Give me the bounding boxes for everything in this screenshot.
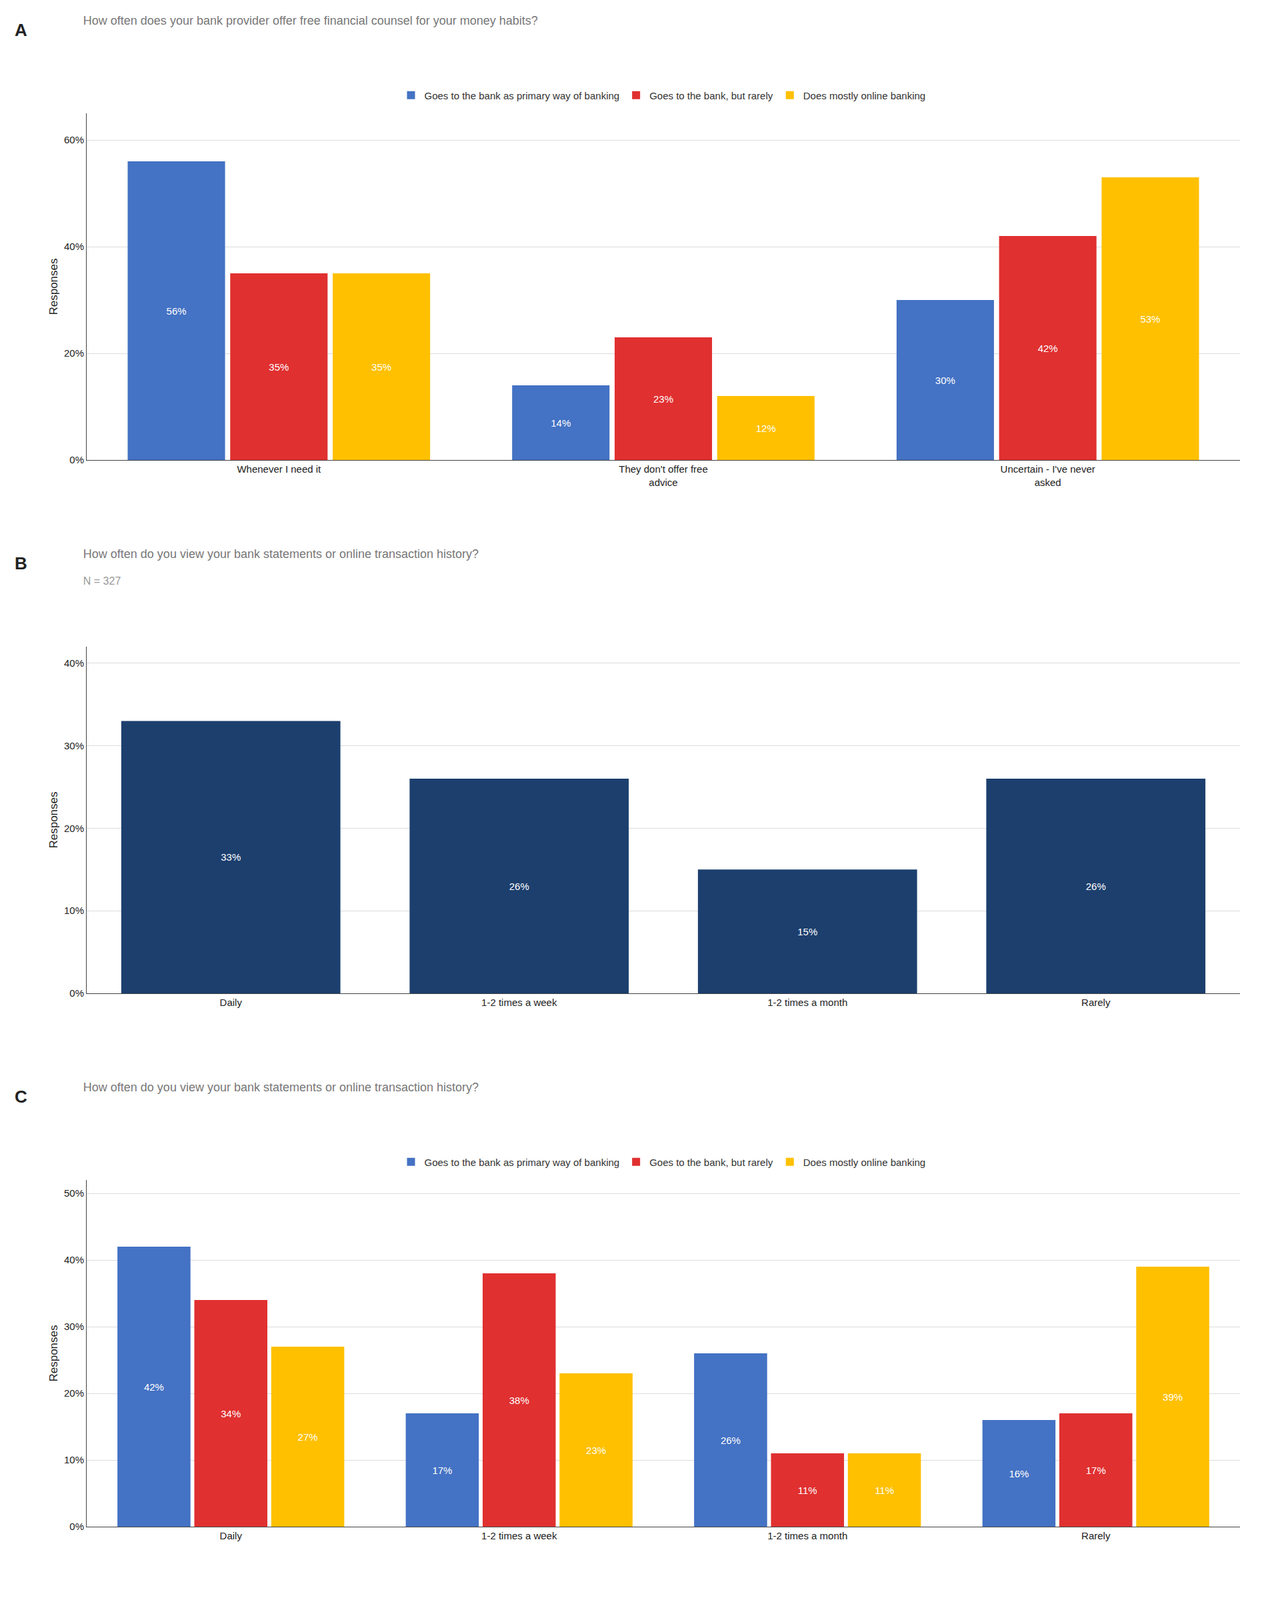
svg-text:23%: 23% [653,393,674,405]
svg-text:40%: 40% [64,1254,84,1266]
svg-text:1-2 times a month: 1-2 times a month [767,996,848,1008]
svg-text:1-2 times a week: 1-2 times a week [481,996,558,1008]
svg-text:10%: 10% [64,904,84,916]
svg-text:How often do you view your ban: How often do you view your bank statemen… [83,1080,479,1094]
svg-text:Rarely: Rarely [1081,996,1111,1008]
svg-text:0%: 0% [69,987,84,999]
svg-text:33%: 33% [220,851,241,863]
svg-text:How often do you view your ban: How often do you view your bank statemen… [83,547,479,561]
svg-text:How often does your bank provi: How often does your bank provider offer … [83,14,538,28]
svg-text:20%: 20% [64,347,84,359]
svg-text:Whenever I need it: Whenever I need it [236,463,322,475]
svg-text:35%: 35% [371,361,392,373]
svg-text:60%: 60% [64,134,84,146]
svg-text:Uncertain - I've neverasked: Uncertain - I've neverasked [1000,463,1096,488]
svg-text:10%: 10% [64,1454,84,1466]
svg-text:40%: 40% [64,657,84,669]
svg-text:27%: 27% [298,1431,318,1443]
svg-text:50%: 50% [64,1187,84,1199]
svg-text:26%: 26% [509,880,530,892]
svg-text:Rarely: Rarely [1081,1530,1111,1542]
svg-text:A: A [14,20,28,40]
svg-text:12%: 12% [756,422,776,434]
svg-text:11%: 11% [798,1484,818,1496]
svg-text:1-2 times a week: 1-2 times a week [481,1530,558,1542]
svg-text:0%: 0% [69,454,84,466]
svg-text:C: C [14,1086,28,1107]
svg-text:14%: 14% [550,417,571,429]
svg-text:30%: 30% [64,740,84,752]
svg-text:B: B [14,553,28,574]
svg-text:39%: 39% [1162,1391,1183,1403]
svg-text:15%: 15% [797,926,818,938]
svg-text:They don't offer freeadvice: They don't offer freeadvice [618,463,708,488]
svg-text:17%: 17% [1086,1464,1106,1476]
svg-text:38%: 38% [509,1394,530,1406]
svg-text:35%: 35% [268,361,289,373]
svg-text:Goes to the bank as primary wa: Goes to the bank as primary way of banki… [424,1156,620,1168]
svg-text:42%: 42% [144,1381,164,1393]
svg-text:Goes to the bank, but rarely: Goes to the bank, but rarely [649,1156,774,1168]
svg-text:Does mostly online banking: Does mostly online banking [803,1156,926,1168]
svg-text:11%: 11% [874,1484,894,1496]
svg-text:53%: 53% [1140,313,1160,325]
svg-text:16%: 16% [1008,1468,1029,1480]
svg-text:17%: 17% [432,1464,452,1476]
svg-text:Responses: Responses [47,258,60,315]
svg-text:1-2 times a month: 1-2 times a month [767,1530,848,1542]
svg-text:26%: 26% [720,1434,741,1446]
svg-text:Responses: Responses [47,1324,60,1382]
svg-text:23%: 23% [586,1444,606,1456]
svg-text:40%: 40% [64,240,84,252]
svg-text:Responses: Responses [47,791,60,848]
svg-text:Goes to the bank, but rarely: Goes to the bank, but rarely [649,90,774,102]
svg-text:20%: 20% [64,822,84,834]
svg-text:Goes to the bank as primary wa: Goes to the bank as primary way of banki… [424,90,620,102]
svg-text:34%: 34% [220,1408,241,1420]
svg-text:56%: 56% [166,305,187,317]
svg-text:N = 327: N = 327 [83,575,122,587]
svg-text:Daily: Daily [220,996,243,1008]
svg-text:0%: 0% [69,1520,84,1532]
svg-text:Daily: Daily [220,1530,243,1542]
svg-text:26%: 26% [1086,880,1106,892]
svg-text:20%: 20% [64,1387,84,1399]
svg-text:42%: 42% [1038,342,1058,354]
svg-text:30%: 30% [64,1320,84,1332]
svg-text:30%: 30% [935,374,956,386]
svg-text:Does mostly online banking: Does mostly online banking [803,90,926,102]
